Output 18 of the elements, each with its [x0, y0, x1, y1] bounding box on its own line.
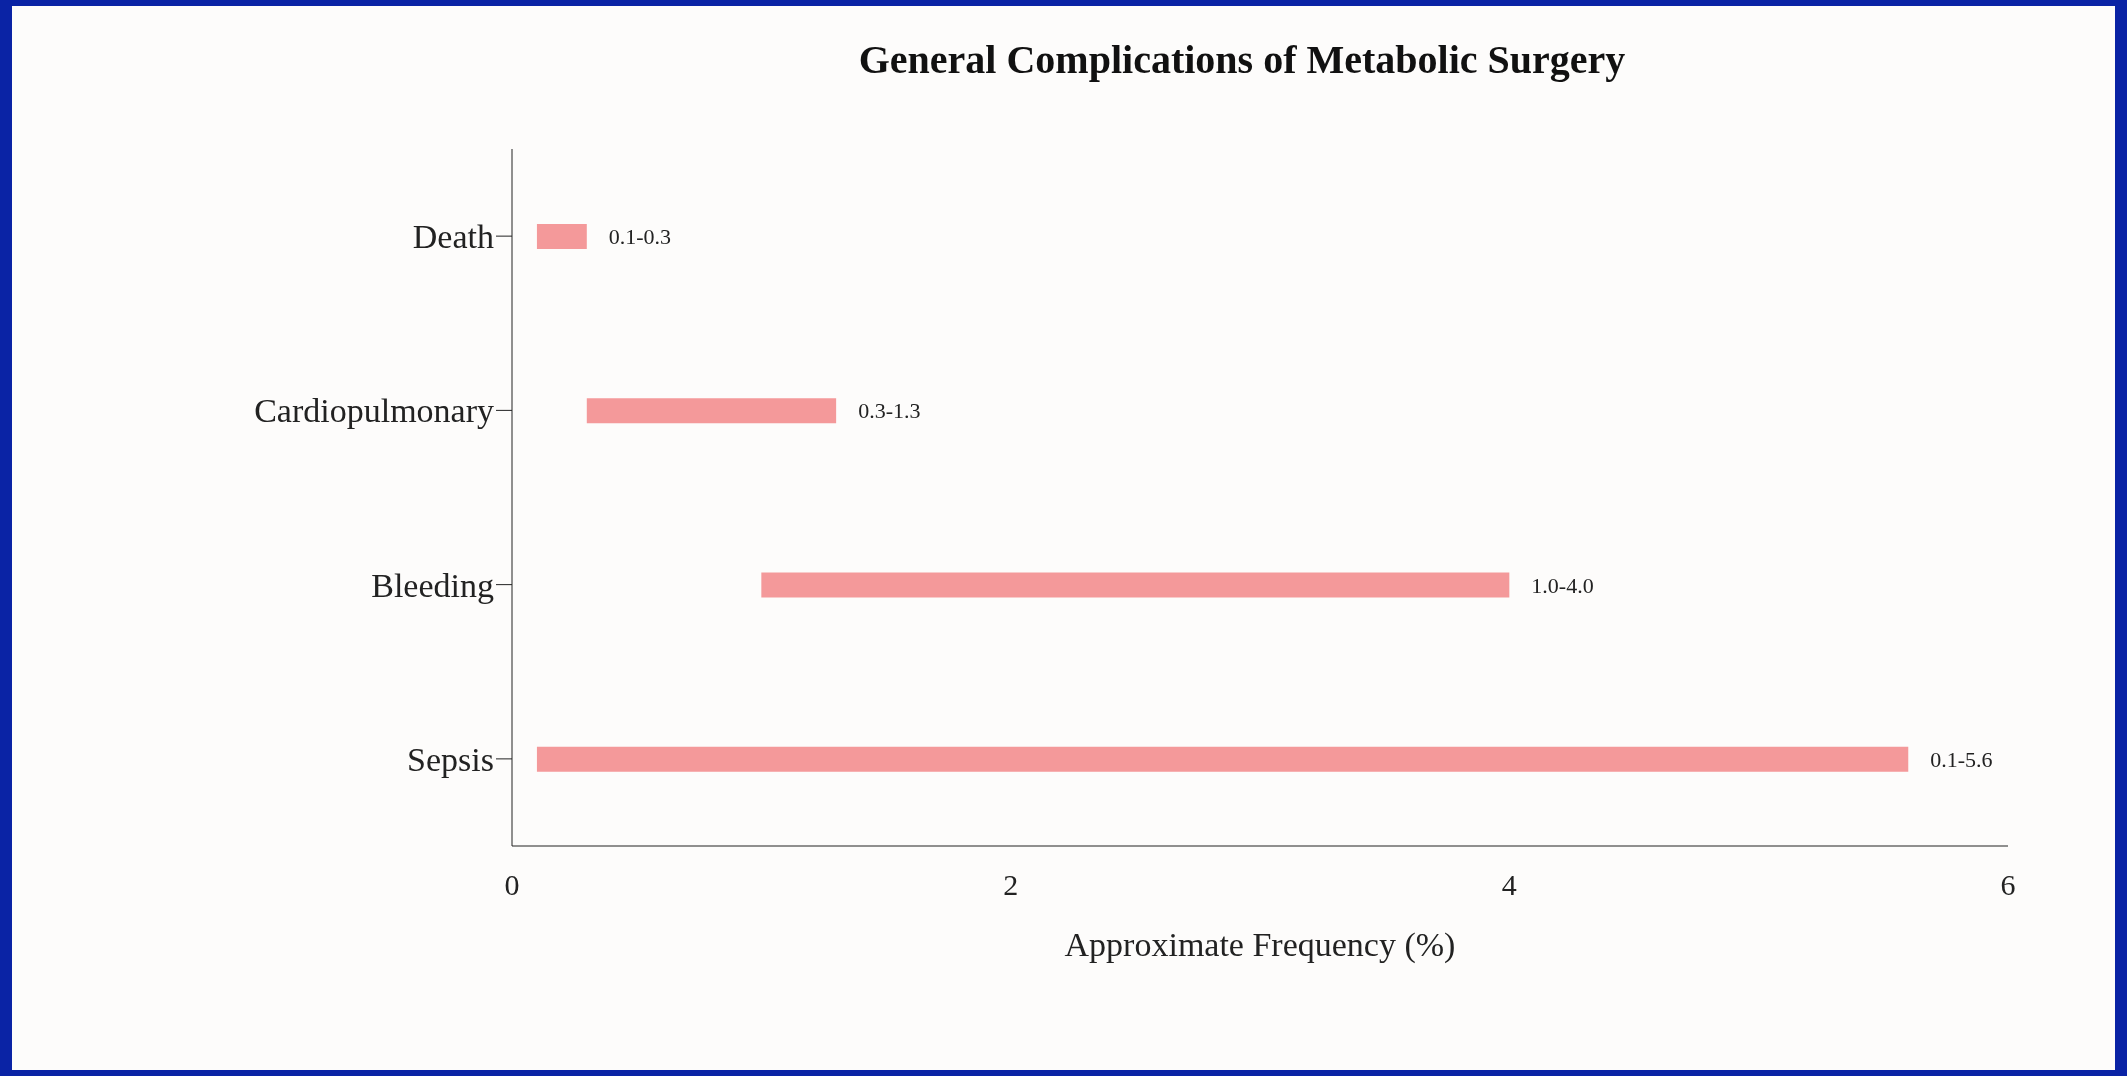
y-tick-label: Cardiopulmonary	[254, 392, 494, 430]
bar	[761, 572, 1510, 598]
x-tick-label: 2	[1003, 868, 1019, 902]
chart-title: General Complications of Metabolic Surgery	[857, 36, 1627, 83]
y-tick-label: Bleeding	[371, 566, 494, 604]
bar	[536, 224, 587, 249]
y-tick-label: Sepsis	[407, 740, 494, 778]
bar	[536, 746, 1909, 772]
y-tick-label: Death	[412, 218, 494, 256]
x-tick-label: 0	[504, 868, 520, 902]
x-tick-label: 4	[1501, 868, 1517, 902]
bar	[586, 398, 837, 424]
x-tick-label: 6	[2000, 868, 2016, 902]
data-label: 0.1-5.6	[1930, 746, 1993, 772]
data-label: 0.1-0.3	[608, 224, 672, 249]
x-axis-title: Approximate Frequency (%)	[1064, 926, 1456, 964]
data-label: 0.3-1.3	[858, 398, 921, 424]
data-label: 1.0-4.0	[1531, 572, 1594, 598]
